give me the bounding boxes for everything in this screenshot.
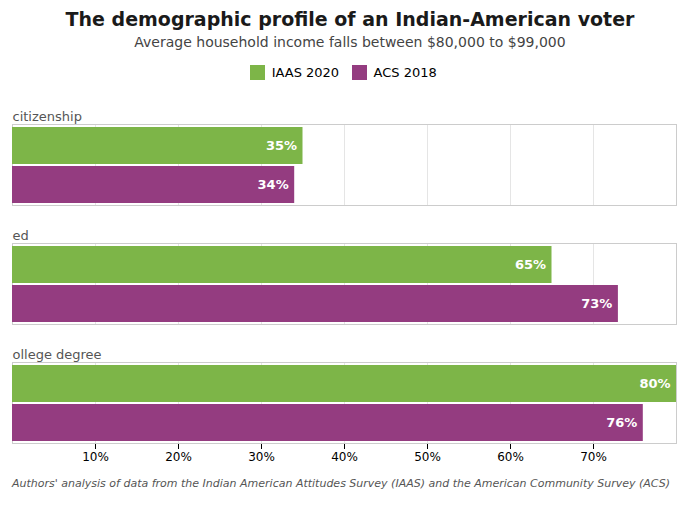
svg-text:50%: 50% — [414, 450, 441, 464]
svg-text:65%: 65% — [515, 257, 546, 272]
svg-text:80%: 80% — [639, 376, 670, 391]
svg-text:40%: 40% — [331, 450, 358, 464]
html-text:IAAS 2020: IAAS 2020 — [271, 65, 340, 80]
html-text:ACS 2018: ACS 2018 — [373, 65, 437, 80]
svg-text:35%: 35% — [266, 138, 297, 153]
svg-text:34%: 34% — [258, 177, 289, 192]
svg-text:60%: 60% — [497, 450, 524, 464]
svg-text:ollege degree: ollege degree — [13, 346, 102, 361]
svg-text:30%: 30% — [248, 450, 275, 464]
html-text:Authors' analysis of data from: Authors' analysis of data from the India… — [12, 476, 670, 490]
svg-text:10%: 10% — [82, 450, 109, 464]
html-text:The demographic profile of an: The demographic profile of an Indian-Ame… — [65, 8, 635, 30]
svg-text:73%: 73% — [581, 296, 612, 311]
html-text:Average household income falls: Average household income falls between $… — [134, 34, 566, 50]
svg-text:20%: 20% — [165, 450, 192, 464]
svg-text:70%: 70% — [580, 450, 607, 464]
svg-text:ed: ed — [13, 227, 29, 242]
svg-text:citizenship: citizenship — [13, 108, 82, 123]
svg-text:76%: 76% — [606, 415, 637, 430]
